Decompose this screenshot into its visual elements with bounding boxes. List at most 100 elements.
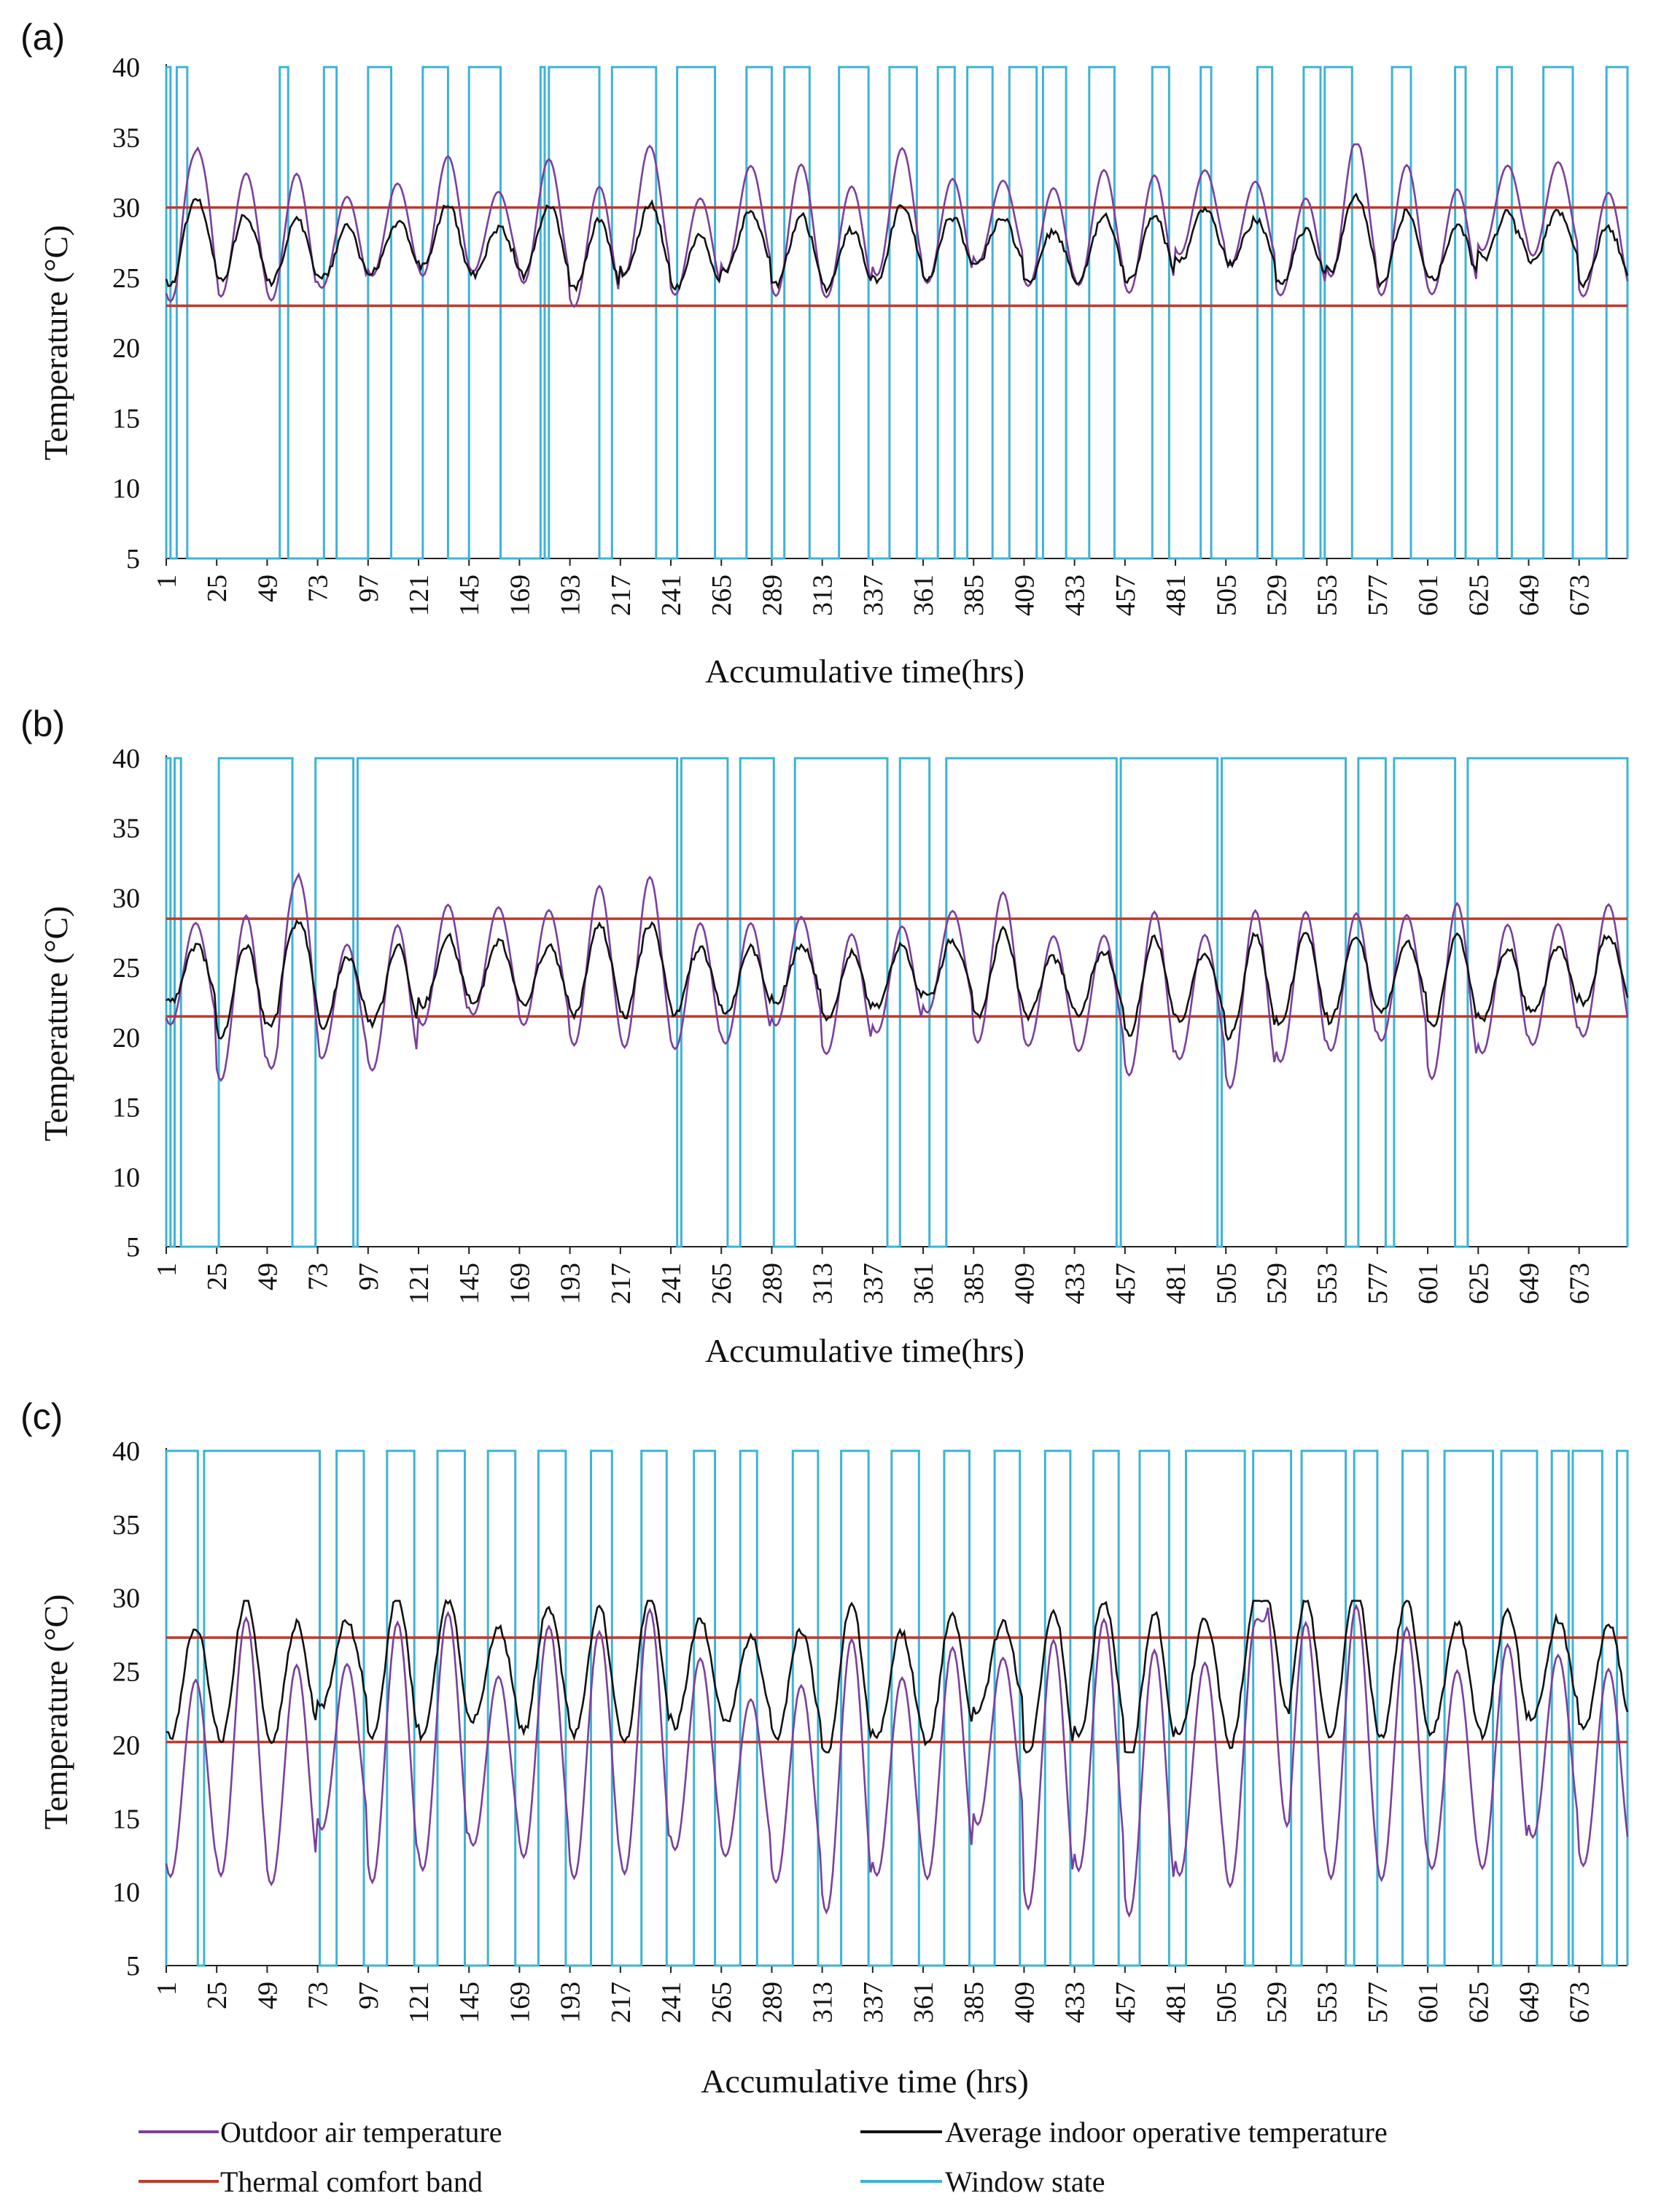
x-tick-label: 145	[454, 1263, 485, 1304]
y-tick-label: 10	[112, 1162, 140, 1193]
x-tick-label: 121	[404, 1982, 435, 2023]
y-tick-label: 20	[112, 1023, 140, 1054]
legend-label-indoor: Average indoor operative temperature	[945, 2116, 1388, 2149]
x-tick-label: 265	[707, 575, 737, 616]
x-tick-label: 25	[202, 1263, 233, 1290]
x-tick-label: 337	[858, 575, 889, 616]
series-window-state	[165, 757, 1629, 1248]
x-tick-label: 97	[354, 1982, 384, 2009]
y-tick-label: 10	[112, 1877, 140, 1908]
series-indoor-temperature	[166, 919, 1629, 1041]
x-tick-label: 673	[1565, 1982, 1595, 2023]
x-tick-label: 529	[1261, 575, 1292, 616]
x-tick-label: 217	[606, 1263, 637, 1304]
x-tick-label: 193	[556, 575, 586, 616]
x-tick-label: 553	[1312, 575, 1343, 616]
panel-b-label: (b)	[20, 704, 65, 744]
panel-c: (c) Temperature (°C) Accumulative time (…	[20, 1396, 1629, 2100]
x-tick-label: 313	[808, 1263, 839, 1304]
x-tick-label: 553	[1312, 1263, 1343, 1304]
y-tick-label: 25	[112, 263, 140, 294]
panel-a-plot: 5 10 15 20 25 30 35 40 1 25 49 73 97 121 145 169 193 217 2…	[112, 52, 1629, 616]
x-tick-label: 289	[757, 1982, 787, 2023]
x-tick-label: 97	[354, 1263, 384, 1290]
panel-b-xlabel: Accumulative time(hrs)	[705, 1332, 1024, 1369]
legend-label-comfort: Thermal comfort band	[220, 2165, 483, 2198]
x-tick-label: 625	[1463, 575, 1494, 616]
legend: Outdoor air temperature Average indoor o…	[139, 2116, 1388, 2198]
x-tick-label: 481	[1161, 1982, 1191, 2023]
y-tick-label: 20	[112, 333, 140, 364]
x-tick-label: 457	[1111, 575, 1141, 616]
panel-b-ylabel: Temperature (°C)	[37, 906, 74, 1142]
x-tick-label: 409	[1009, 575, 1040, 616]
x-tick-label: 481	[1161, 575, 1191, 616]
panel-a-xlabel: Accumulative time(hrs)	[705, 653, 1024, 690]
x-tick-label: 49	[252, 1982, 283, 2009]
x-tick-label: 241	[656, 1982, 687, 2023]
x-tick-label: 241	[656, 575, 687, 616]
x-tick-label: 505	[1211, 575, 1242, 616]
x-tick-label: 169	[505, 1982, 535, 2023]
x-tick-label: 73	[303, 1982, 334, 2009]
x-tick-label: 73	[303, 1263, 334, 1290]
x-tick-label: 169	[505, 575, 535, 616]
legend-label-outdoor: Outdoor air temperature	[220, 2116, 502, 2149]
y-tick-label: 5	[126, 544, 140, 575]
x-tick-label: 409	[1009, 1982, 1040, 2023]
x-tick-label: 169	[505, 1263, 535, 1304]
series-outdoor-temperature	[165, 1603, 1629, 1918]
panel-c-ylabel: Temperature (°C)	[37, 1594, 74, 1830]
x-tick-label: 409	[1009, 1263, 1040, 1304]
x-tick-label: 145	[454, 1982, 485, 2023]
y-tick-label: 25	[112, 953, 140, 984]
x-tick-label: 577	[1363, 1982, 1393, 2023]
x-tick-label: 25	[202, 575, 233, 602]
x-tick-label: 289	[757, 575, 787, 616]
y-tick-label: 30	[112, 193, 140, 224]
x-tick-label: 673	[1565, 1263, 1595, 1304]
panel-c-label: (c)	[20, 1396, 63, 1437]
x-tick-label: 553	[1312, 1982, 1343, 2023]
x-tick-label: 361	[909, 1982, 939, 2023]
y-tick-label: 40	[112, 52, 140, 83]
x-tick-label: 433	[1060, 575, 1091, 616]
x-tick-label: 649	[1514, 1982, 1544, 2023]
x-tick-label: 337	[858, 1263, 889, 1304]
panel-b-plot: 5 10 15 20 25 30 35 40 1 25 49 73 97 121 145 169 193 217 2…	[112, 744, 1629, 1304]
x-tick-label: 121	[404, 1263, 435, 1304]
x-tick-label: 577	[1363, 1263, 1393, 1304]
x-tick-label: 625	[1463, 1263, 1494, 1304]
y-tick-label: 40	[112, 744, 140, 774]
x-tick-label: 217	[606, 575, 637, 616]
x-tick-label: 457	[1111, 1263, 1141, 1304]
x-tick-label: 265	[707, 1263, 737, 1304]
x-tick-label: 313	[808, 575, 839, 616]
y-tick-label: 15	[112, 1093, 140, 1123]
x-tick-label: 25	[202, 1982, 233, 2009]
y-tick-label: 30	[112, 883, 140, 914]
x-tick-label: 313	[808, 1982, 839, 2023]
x-tick-label: 361	[909, 575, 939, 616]
x-tick-label: 145	[454, 575, 485, 616]
y-tick-label: 15	[112, 403, 140, 434]
x-tick-label: 385	[959, 1982, 989, 2023]
x-tick-label: 337	[858, 1982, 889, 2023]
x-tick-label: 121	[404, 575, 435, 616]
series-indoor-temperature	[165, 192, 1629, 295]
x-tick-label: 505	[1211, 1982, 1242, 2023]
x-tick-label: 649	[1514, 1263, 1544, 1304]
y-tick-label: 5	[126, 1951, 140, 1982]
y-tick-label: 25	[112, 1657, 140, 1688]
x-tick-label: 529	[1261, 1982, 1292, 2023]
y-tick-label: 5	[126, 1232, 140, 1263]
x-tick-label: 1	[152, 1263, 182, 1277]
x-tick-label: 481	[1161, 1263, 1191, 1304]
y-tick-label: 35	[112, 814, 140, 844]
x-tick-label: 601	[1413, 575, 1444, 616]
x-tick-label: 1	[152, 575, 182, 588]
y-tick-label: 15	[112, 1804, 140, 1834]
panel-a-label: (a)	[20, 17, 65, 58]
x-tick-label: 241	[656, 1263, 687, 1304]
